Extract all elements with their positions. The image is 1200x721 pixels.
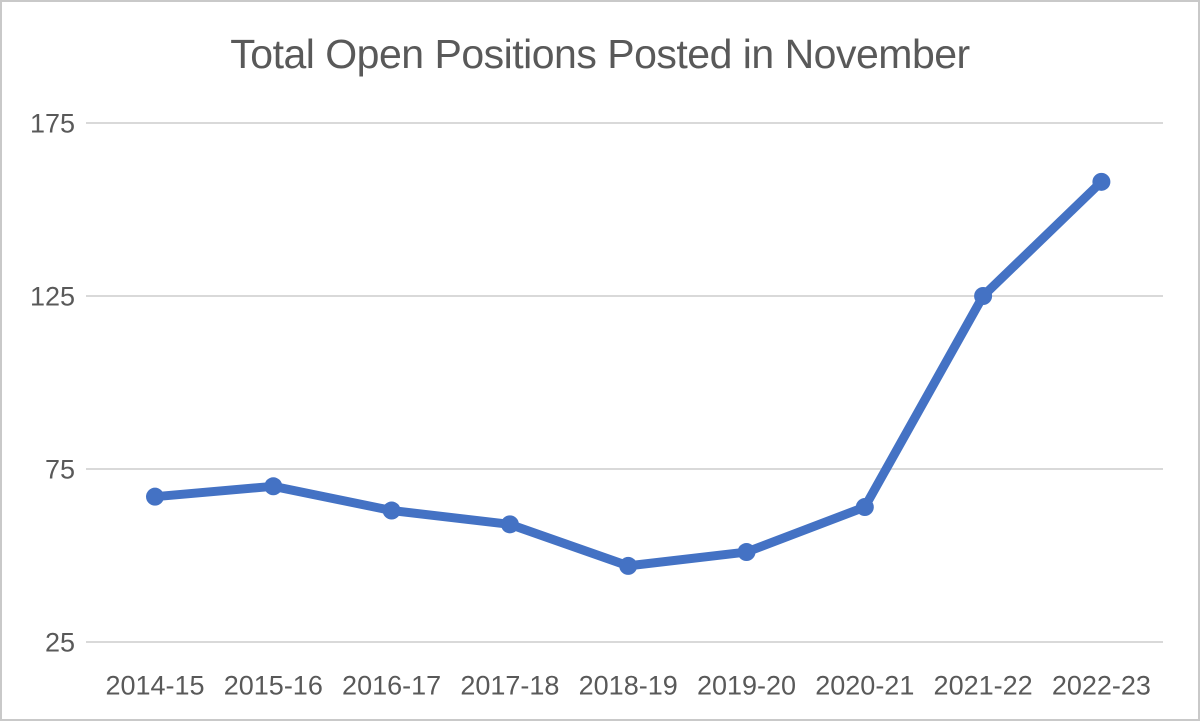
- data-point-2019-20: [737, 543, 756, 562]
- x-tick-label-2019-20: 2019-20: [697, 671, 796, 701]
- data-point-2020-21: [855, 498, 874, 517]
- y-tick-label-75: 75: [45, 455, 75, 485]
- data-point-2014-15: [146, 487, 164, 506]
- chart-title: Total Open Positions Posted in November: [230, 31, 970, 77]
- data-point-2017-18: [500, 515, 519, 534]
- data-point-2018-19: [619, 556, 638, 575]
- x-tick-label-2015-16: 2015-16: [224, 671, 323, 701]
- data-line: [150, 177, 1106, 571]
- x-tick-label-2021-22: 2021-22: [934, 671, 1033, 701]
- y-tick-label-125: 125: [30, 282, 75, 312]
- y-tick-label-175: 175: [30, 109, 75, 139]
- y-tick-label-25: 25: [45, 628, 75, 658]
- x-tick-label-2018-19: 2018-19: [579, 671, 678, 701]
- data-point-2015-16: [264, 477, 283, 496]
- x-tick-label-2022-23: 2022-23: [1052, 671, 1151, 701]
- x-tick-label-2017-18: 2017-18: [460, 671, 559, 701]
- data-point-2021-22: [974, 287, 993, 305]
- data-point-2016-17: [382, 501, 401, 520]
- x-tick-label-2014-15: 2014-15: [105, 671, 204, 701]
- data-point-2022-23: [1092, 172, 1111, 191]
- x-tick-label-2016-17: 2016-17: [342, 671, 441, 701]
- x-tick-label-2020-21: 2020-21: [815, 671, 914, 701]
